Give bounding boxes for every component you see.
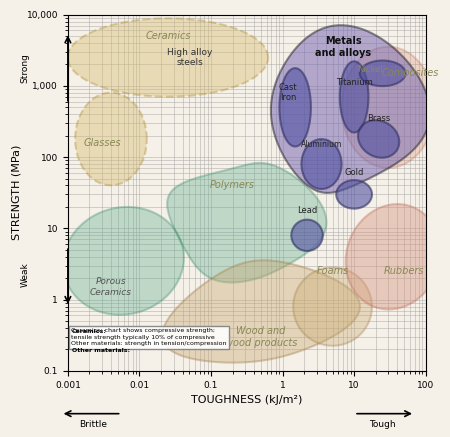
Polygon shape — [358, 120, 399, 158]
Text: Wood and
wood products: Wood and wood products — [225, 326, 297, 348]
Polygon shape — [271, 25, 430, 193]
Polygon shape — [75, 93, 147, 185]
Polygon shape — [291, 220, 323, 251]
Text: Polymers: Polymers — [210, 180, 255, 191]
Y-axis label: STRENGTH (MPa): STRENGTH (MPa) — [11, 145, 21, 240]
Polygon shape — [162, 260, 360, 363]
Polygon shape — [336, 180, 372, 208]
Text: Rubbers: Rubbers — [384, 266, 424, 276]
Text: Glasses: Glasses — [83, 138, 121, 148]
Text: Aluminium: Aluminium — [301, 140, 342, 149]
Text: Brittle: Brittle — [79, 420, 107, 429]
Text: Composites: Composites — [381, 68, 438, 78]
Text: Gold: Gold — [344, 168, 364, 177]
X-axis label: TOUGHNESS (kJ/m²): TOUGHNESS (kJ/m²) — [191, 395, 302, 405]
Text: Foams: Foams — [316, 266, 349, 276]
Text: Porous
Ceramics: Porous Ceramics — [90, 277, 132, 297]
Text: Strong: Strong — [20, 53, 29, 83]
Text: Tough: Tough — [369, 420, 396, 429]
Polygon shape — [346, 204, 441, 309]
Polygon shape — [68, 18, 268, 97]
Polygon shape — [340, 61, 369, 132]
Text: Weak: Weak — [20, 262, 29, 287]
Polygon shape — [279, 68, 311, 146]
Text: Ceramics: chart shows compressive strength;
tensile strength typically 10% of co: Ceramics: chart shows compressive streng… — [72, 328, 227, 347]
Polygon shape — [342, 47, 435, 168]
Text: Nickel: Nickel — [357, 65, 382, 74]
Polygon shape — [293, 267, 372, 346]
Polygon shape — [360, 60, 405, 86]
Polygon shape — [167, 163, 326, 282]
Text: Ceramics: Ceramics — [145, 31, 191, 41]
Polygon shape — [63, 207, 184, 315]
Text: Ceramics:: Ceramics: — [72, 329, 107, 334]
Text: Other materials:: Other materials: — [72, 348, 130, 353]
Polygon shape — [302, 139, 342, 189]
Text: Brass: Brass — [367, 114, 390, 123]
Text: Lead: Lead — [297, 206, 317, 215]
Text: Titanium: Titanium — [336, 78, 373, 87]
Text: Cast
Iron: Cast Iron — [279, 83, 297, 103]
Text: Metals
and alloys: Metals and alloys — [315, 36, 371, 58]
Text: High alloy
steels: High alloy steels — [167, 48, 212, 67]
